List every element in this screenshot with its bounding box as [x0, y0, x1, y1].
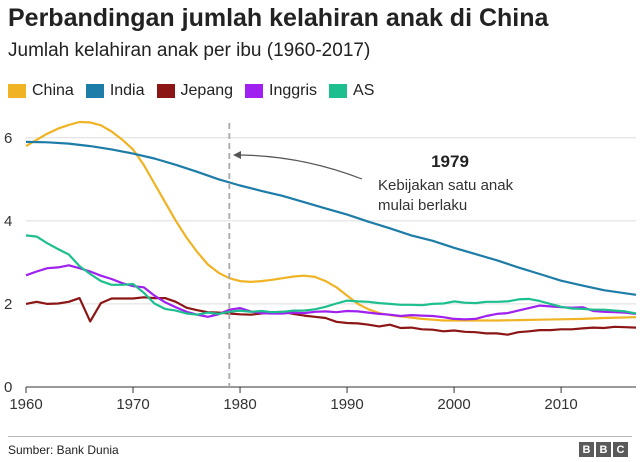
legend-item-as: AS: [329, 82, 374, 100]
legend-swatch-china: [8, 84, 26, 98]
x-tick-label-1990: 1990: [330, 396, 363, 413]
legend-item-jepang: Jepang: [156, 82, 234, 100]
legend-label-jepang: Jepang: [180, 82, 234, 99]
gridlines: [26, 137, 636, 305]
legend-label-inggris: Inggris: [269, 82, 318, 99]
legend-label-india: India: [109, 82, 145, 99]
legend-swatch-india: [85, 84, 104, 98]
legend-label-as: AS: [353, 82, 375, 99]
legend-item-inggris: Inggris: [245, 82, 317, 100]
legend-item-india: India: [85, 82, 145, 100]
legend-swatch-jepang: [156, 84, 175, 98]
legend-item-china: China: [8, 82, 74, 100]
legend-swatch-inggris: [245, 84, 264, 98]
y-tick-label-2: 2: [4, 296, 12, 313]
x-tick-label-1970: 1970: [116, 396, 149, 413]
legend-swatch-as: [329, 84, 348, 98]
series-lines: [25, 120, 637, 336]
y-tick-label-4: 4: [4, 213, 12, 230]
annotation-text-line2: mulai berlaku: [378, 197, 467, 214]
series-line-china: [25, 120, 637, 322]
annotation-year: 1979: [431, 152, 469, 171]
bbc-logo: B B C: [579, 442, 628, 457]
annotation: 1979 Kebijakan satu anak mulai berlaku: [228, 123, 514, 387]
axes: 0 2 4 6 1960 1970 1980 1990 2000 2010: [4, 130, 636, 413]
logo-letter-b2: B: [596, 442, 611, 457]
footer-divider: [8, 436, 632, 437]
chart-subtitle: Jumlah kelahiran anak per ibu (1960-2017…: [8, 40, 371, 61]
chart-title: Perbandingan jumlah kelahiran anak di Ch…: [8, 4, 549, 32]
line-chart: 0 2 4 6 1960 1970 1980 1990 2000 2010 1979 Kebijak…: [4, 120, 637, 413]
series-line-jepang: [25, 296, 637, 336]
legend: China India Jepang Inggris AS: [8, 82, 386, 100]
x-tick-label-2000: 2000: [437, 396, 470, 413]
legend-label-china: China: [32, 82, 74, 99]
series-line-india: [25, 140, 637, 296]
annotation-arrow-line: [235, 154, 363, 180]
x-tick-label-2010: 2010: [544, 396, 577, 413]
y-tick-label-0: 0: [4, 379, 12, 396]
y-tick-label-6: 6: [4, 130, 12, 147]
series-line-as: [25, 234, 637, 316]
logo-letter-c: C: [613, 442, 628, 457]
logo-letter-b1: B: [579, 442, 594, 457]
x-tick-label-1960: 1960: [9, 396, 42, 413]
source-note: Sumber: Bank Dunia: [8, 443, 119, 457]
annotation-arrow-head: [233, 151, 241, 159]
series-line-inggris: [25, 264, 637, 321]
annotation-text-line1: Kebijakan satu anak: [378, 177, 514, 194]
x-tick-label-1980: 1980: [223, 396, 256, 413]
